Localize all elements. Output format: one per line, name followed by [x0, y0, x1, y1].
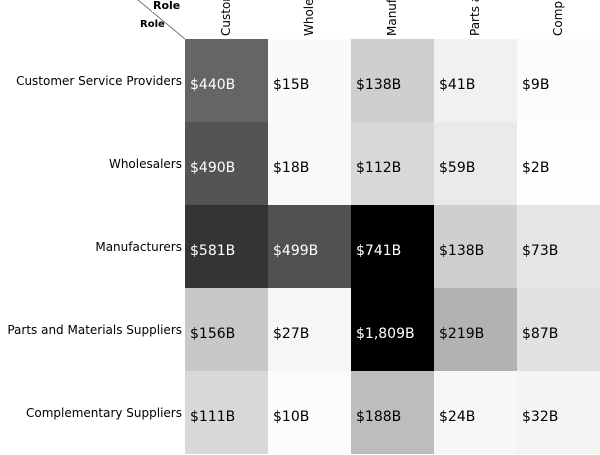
- heatmap-cell: $59B: [434, 122, 517, 205]
- heatmap-cell: $9B: [517, 39, 600, 122]
- row-axis-label: Role: [140, 19, 165, 30]
- column-header: Parts and Materials Suppliers: [434, 0, 517, 39]
- column-header-label: Customer Service Providers: [219, 0, 233, 36]
- heatmap-cell: $73B: [517, 205, 600, 288]
- heatmap-cell: $490B: [185, 122, 268, 205]
- heatmap-cell: $87B: [517, 288, 600, 371]
- column-header-label: Wholesalers: [302, 0, 316, 36]
- heatmap-cell: $2B: [517, 122, 600, 205]
- heatmap-cell: $1,809B: [351, 288, 434, 371]
- corner-header: [100, 0, 186, 40]
- column-header: Customer Service Providers: [185, 0, 268, 39]
- row-header: Parts and Materials Suppliers: [7, 322, 182, 337]
- heatmap-cell: $188B: [351, 371, 434, 454]
- heatmap-cell: $581B: [185, 205, 268, 288]
- row-header: Wholesalers: [108, 156, 182, 171]
- heatmap-cell: $156B: [185, 288, 268, 371]
- column-header-label: Parts and Materials Suppliers: [468, 0, 482, 36]
- heatmap-cell: $41B: [434, 39, 517, 122]
- heatmap-cell: $15B: [268, 39, 351, 122]
- row-header: Complementary Suppliers: [25, 405, 182, 420]
- heatmap-cell: $741B: [351, 205, 434, 288]
- corner-divider: [137, 0, 186, 40]
- heatmap-cell: $499B: [268, 205, 351, 288]
- column-header-label: Manufacturers: [385, 0, 399, 36]
- heatmap-cell: $32B: [517, 371, 600, 454]
- row-header: Manufacturers: [95, 239, 182, 254]
- heatmap-cell: $138B: [434, 205, 517, 288]
- heatmap-cell: $27B: [268, 288, 351, 371]
- column-header: Wholesalers: [268, 0, 351, 39]
- heatmap-cell: $10B: [268, 371, 351, 454]
- heatmap-cell: $111B: [185, 371, 268, 454]
- heatmap-cell: $440B: [185, 39, 268, 122]
- row-header: Customer Service Providers: [16, 73, 182, 88]
- heatmap-cell: $18B: [268, 122, 351, 205]
- heatmap-cell: $24B: [434, 371, 517, 454]
- heatmap-cell: $219B: [434, 288, 517, 371]
- column-axis-label: Role: [152, 0, 182, 12]
- heatmap-cell: $138B: [351, 39, 434, 122]
- column-header: Manufacturers: [351, 0, 434, 39]
- heatmap-cell: $112B: [351, 122, 434, 205]
- column-header-label: Complementary Suppliers: [551, 0, 565, 36]
- column-header: Complementary Suppliers: [517, 0, 600, 39]
